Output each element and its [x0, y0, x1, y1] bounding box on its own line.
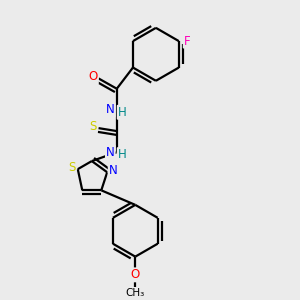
Text: H: H [118, 148, 127, 161]
Text: O: O [131, 268, 140, 281]
Text: F: F [184, 34, 190, 48]
Text: N: N [106, 103, 115, 116]
Text: N: N [106, 146, 115, 159]
Text: N: N [109, 164, 117, 177]
Text: S: S [89, 120, 96, 133]
Text: S: S [68, 161, 76, 174]
Text: CH₃: CH₃ [126, 288, 145, 298]
Text: O: O [88, 70, 98, 83]
Text: H: H [118, 106, 127, 119]
